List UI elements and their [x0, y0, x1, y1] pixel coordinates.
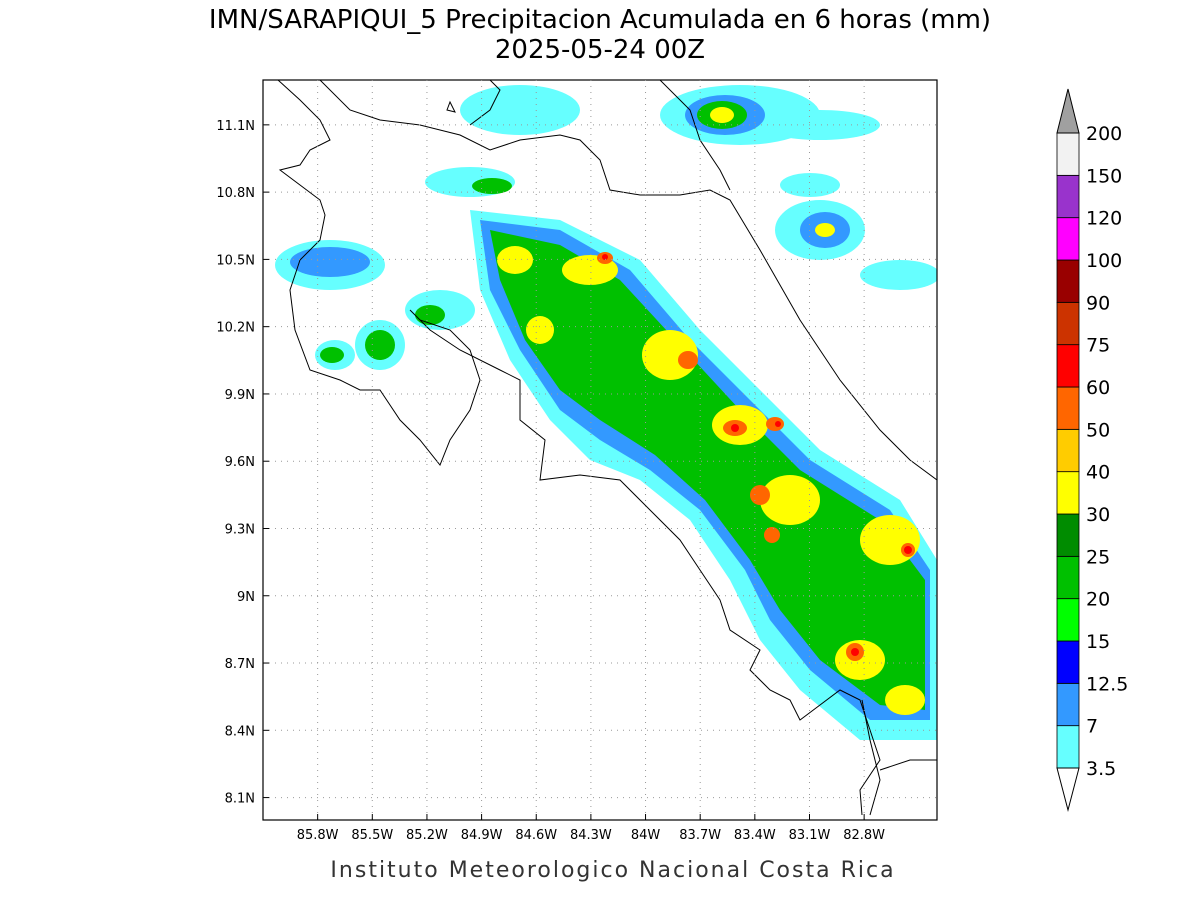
colorbar-swatch — [1056, 428, 1080, 473]
map-frame — [262, 79, 938, 821]
title: IMN/SARAPIQUI_5 Precipitacion Acumulada … — [209, 5, 991, 35]
y-tick-label: 10.8N — [216, 186, 255, 201]
colorbar-swatch — [1056, 217, 1080, 261]
colorbar-label: 25 — [1086, 546, 1110, 568]
colorbar-label: 60 — [1086, 377, 1110, 399]
y-tick-label: 9.3N — [225, 522, 255, 537]
colorbar-swatch — [1056, 725, 1080, 769]
x-tick-label: 85.5W — [351, 828, 393, 843]
colorbar-label: 12.5 — [1086, 673, 1128, 695]
precip-field — [275, 80, 937, 816]
colorbar-swatch — [1056, 259, 1080, 303]
y-tick-label: 9.9N — [225, 388, 255, 403]
colorbar-label: 75 — [1086, 335, 1110, 357]
y-tick-label: 8.4N — [225, 724, 255, 739]
colorbar-label: 3.5 — [1086, 758, 1116, 780]
colorbar-label: 20 — [1086, 589, 1110, 611]
colorbar-swatch — [1056, 386, 1080, 430]
y-tick-label: 9N — [237, 590, 255, 605]
y-tick-label: 8.7N — [225, 657, 255, 672]
colorbar-swatch — [1056, 513, 1080, 557]
colorbar-swatch — [1056, 301, 1080, 346]
colorbar-label: 120 — [1086, 208, 1122, 230]
y-tick-label: 10.2N — [216, 321, 255, 336]
x-tick-label: 83.7W — [679, 828, 721, 843]
colorbar-under — [1056, 767, 1080, 812]
colorbar-label: 90 — [1086, 292, 1110, 314]
colorbar-label: 50 — [1086, 419, 1110, 441]
colorbar-swatch — [1056, 344, 1080, 388]
x-tick-label: 85.2W — [406, 828, 448, 843]
colorbar-label: 15 — [1086, 631, 1110, 653]
x-tick-label: 84.9W — [461, 828, 503, 843]
colorbar-swatch — [1056, 555, 1080, 600]
subtitle: 2025-05-24 00Z — [495, 35, 705, 65]
x-tick-label: 83.4W — [734, 828, 776, 843]
colorbar-swatch — [1056, 132, 1080, 176]
x-tick-label: 84.6W — [515, 828, 557, 843]
map: 85.8W 85.5W 85.2W 84.9W 84.6W 84.3W 84W 83.7W 83… — [216, 79, 938, 843]
colorbar-label: 150 — [1086, 165, 1122, 187]
colorbar-label: 30 — [1086, 504, 1110, 526]
colorbar-swatch — [1056, 174, 1080, 219]
x-tick-label: 84.3W — [570, 828, 612, 843]
colorbar-label: 40 — [1086, 462, 1110, 484]
colorbar-swatch — [1056, 598, 1080, 642]
colorbar-swatch — [1056, 471, 1080, 515]
colorbar-over — [1056, 88, 1080, 134]
y-tick-label: 11.1N — [216, 119, 255, 134]
colorbar-label: 200 — [1086, 123, 1122, 145]
y-tick-label: 10.5N — [216, 253, 255, 268]
y-tick-label: 9.6N — [225, 455, 255, 470]
colorbar: 3.5 7 12.5 15 20 25 30 40 50 60 75 90 100 120 150 200 — [1056, 88, 1128, 812]
x-tick-label: 82.8W — [843, 828, 885, 843]
colorbar-swatch — [1056, 682, 1080, 727]
x-tick-label: 84W — [631, 828, 661, 843]
colorbar-label: 100 — [1086, 250, 1122, 272]
x-tick-label: 85.8W — [297, 828, 339, 843]
x-tick-label: 83.1W — [789, 828, 831, 843]
colorbar-label: 7 — [1086, 716, 1098, 738]
colorbar-swatch — [1056, 640, 1080, 684]
y-tick-label: 8.1N — [225, 792, 255, 807]
footer: Instituto Meteorologico Nacional Costa R… — [330, 858, 895, 883]
